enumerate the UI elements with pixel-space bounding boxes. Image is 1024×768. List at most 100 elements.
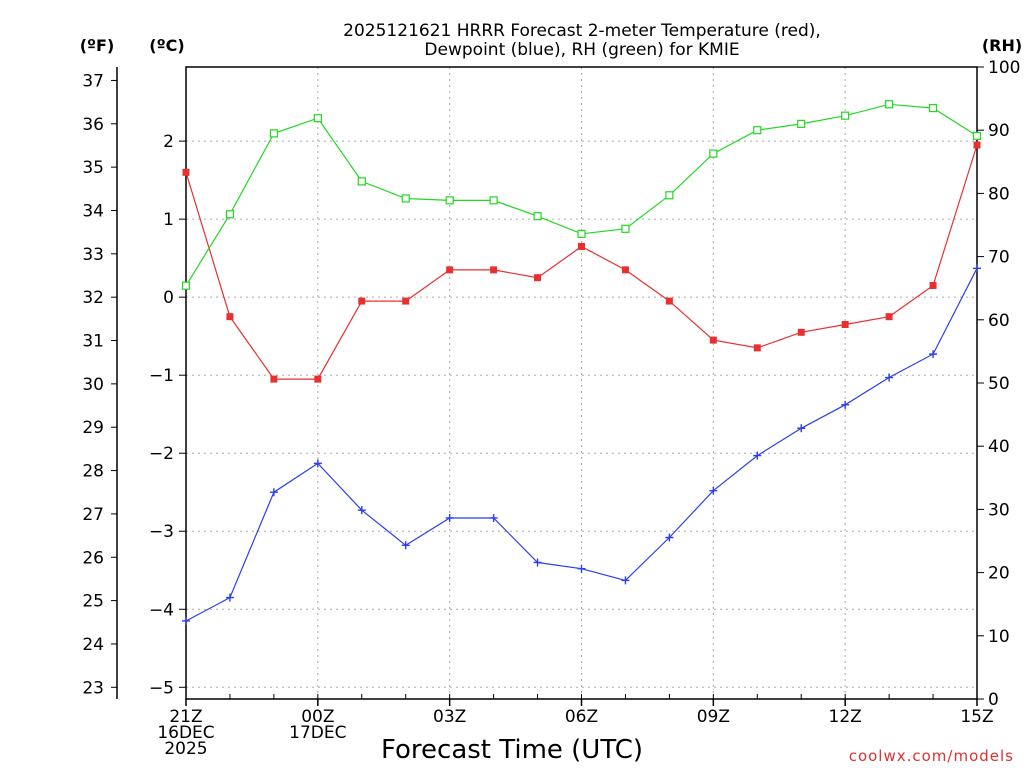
- dewpoint-point: [665, 533, 674, 542]
- rh-point: [665, 191, 674, 200]
- temperature-point: [885, 313, 893, 321]
- dewpoint-point: [182, 616, 190, 625]
- temperature-point: [490, 266, 498, 274]
- dewpoint-point: [225, 593, 234, 602]
- temperature-point: [797, 328, 805, 336]
- fahrenheit-tick-label: 31: [82, 332, 104, 352]
- rh-tick-label: 80: [988, 184, 1010, 204]
- fahrenheit-tick-label: 27: [82, 505, 104, 525]
- fahrenheit-tick-label: 36: [82, 115, 104, 135]
- rh-tick-label: 0: [988, 690, 999, 710]
- temperature-point: [621, 266, 629, 274]
- rh-point: [489, 196, 498, 205]
- x-tick-label: 09Z: [697, 707, 730, 727]
- fahrenheit-tick-label: 25: [82, 592, 104, 612]
- rh-point: [709, 149, 718, 158]
- temperature-point: [446, 266, 454, 274]
- temperature-point: [270, 375, 278, 383]
- rh-point: [357, 177, 366, 186]
- temperature-point: [314, 375, 322, 383]
- fahrenheit-tick-label: 33: [82, 245, 104, 265]
- celsius-tick-label: 1: [163, 210, 174, 230]
- temperature-point: [973, 141, 981, 149]
- dewpoint-point: [445, 513, 454, 522]
- dewpoint-point: [269, 488, 278, 497]
- rh-point: [841, 111, 850, 120]
- temperature-point: [534, 274, 542, 282]
- dewpoint-point: [973, 264, 981, 273]
- rh-point: [577, 229, 586, 238]
- x-tick-label: 03Z: [433, 707, 466, 727]
- dewpoint-point: [577, 564, 586, 573]
- dewpoint-point: [401, 541, 410, 550]
- celsius-tick-label: −3: [149, 522, 174, 542]
- x-axis-title: Forecast Time (UTC): [381, 735, 643, 765]
- celsius-tick-label: −2: [149, 444, 174, 464]
- rh-point: [313, 114, 322, 123]
- x-tick-label: 00Z: [301, 707, 334, 727]
- celsius-tick-label: 0: [163, 288, 174, 308]
- celsius-tick-label: −1: [149, 366, 174, 386]
- fahrenheit-tick-label: 28: [82, 462, 104, 482]
- rh-point: [225, 210, 235, 219]
- fahrenheit-tick-label: 35: [82, 158, 104, 178]
- rh-tick-label: 30: [988, 500, 1010, 520]
- fahrenheit-tick-label: 24: [82, 635, 104, 655]
- rh-tick-label: 50: [988, 374, 1010, 394]
- rh-point: [401, 194, 410, 203]
- rh-point: [972, 131, 982, 140]
- rh-tick-label: 70: [988, 248, 1010, 268]
- rh-point: [181, 281, 191, 290]
- rh-tick-label: 90: [988, 121, 1010, 141]
- temperature-point: [665, 297, 673, 305]
- fahrenheit-tick-label: 29: [82, 418, 104, 438]
- temperature-point: [182, 168, 190, 176]
- fahrenheit-unit-label: (ºF): [80, 36, 115, 55]
- rh-point: [885, 100, 894, 109]
- x-tick-label: 17DEC: [289, 723, 346, 743]
- rh-point: [797, 119, 806, 128]
- celsius-tick-label: −4: [149, 600, 174, 620]
- temperature-point: [226, 313, 234, 321]
- temperature-point: [709, 336, 717, 344]
- rh-point: [753, 126, 762, 135]
- temperature-point: [358, 297, 366, 305]
- rh-tick-label: 60: [988, 311, 1010, 331]
- dewpoint-point: [489, 513, 498, 522]
- rh-tick-label: 40: [988, 437, 1010, 457]
- x-tick-label: 21Z: [169, 707, 202, 727]
- temperature-point: [578, 242, 585, 250]
- temperature-point: [402, 297, 410, 305]
- celsius-tick-label: 2: [163, 132, 174, 152]
- temperature-point: [929, 281, 937, 289]
- x-tick-label: 2025: [164, 739, 207, 759]
- gridlines: [186, 67, 977, 699]
- fahrenheit-tick-label: 30: [82, 375, 104, 395]
- rh-point: [621, 224, 630, 233]
- x-tick-label: 06Z: [565, 707, 598, 727]
- rh-tick-label: 10: [988, 627, 1010, 647]
- fahrenheit-tick-label: 26: [82, 548, 104, 568]
- dewpoint-point: [841, 400, 850, 409]
- dewpoint-point: [313, 459, 322, 468]
- rh-tick-label: 20: [988, 564, 1010, 584]
- rh-point: [269, 129, 278, 138]
- source-credit: coolwx.com/models: [849, 747, 1014, 765]
- dewpoint-point: [929, 350, 938, 359]
- fahrenheit-tick-label: 37: [82, 71, 104, 91]
- axes: 23 24 25 26 27 28 29 30 31 32 33 34 35 36 37 −5 −4 −3 −2 −1…: [82, 58, 1020, 759]
- dewpoint-point: [753, 451, 762, 460]
- plot-frame: [185, 66, 978, 700]
- rh-point: [533, 212, 542, 221]
- x-tick-label: 15Z: [960, 707, 993, 727]
- temperature-point: [841, 320, 849, 328]
- x-tick-label: 16DEC: [157, 723, 214, 743]
- celsius-unit-label: (ºC): [149, 36, 184, 55]
- rh-unit-label: (RH): [982, 36, 1022, 55]
- rh-point: [445, 196, 454, 205]
- rh-point: [928, 103, 938, 113]
- fahrenheit-tick-label: 23: [82, 678, 104, 698]
- celsius-tick-label: −5: [149, 678, 174, 698]
- dewpoint-point: [709, 486, 718, 495]
